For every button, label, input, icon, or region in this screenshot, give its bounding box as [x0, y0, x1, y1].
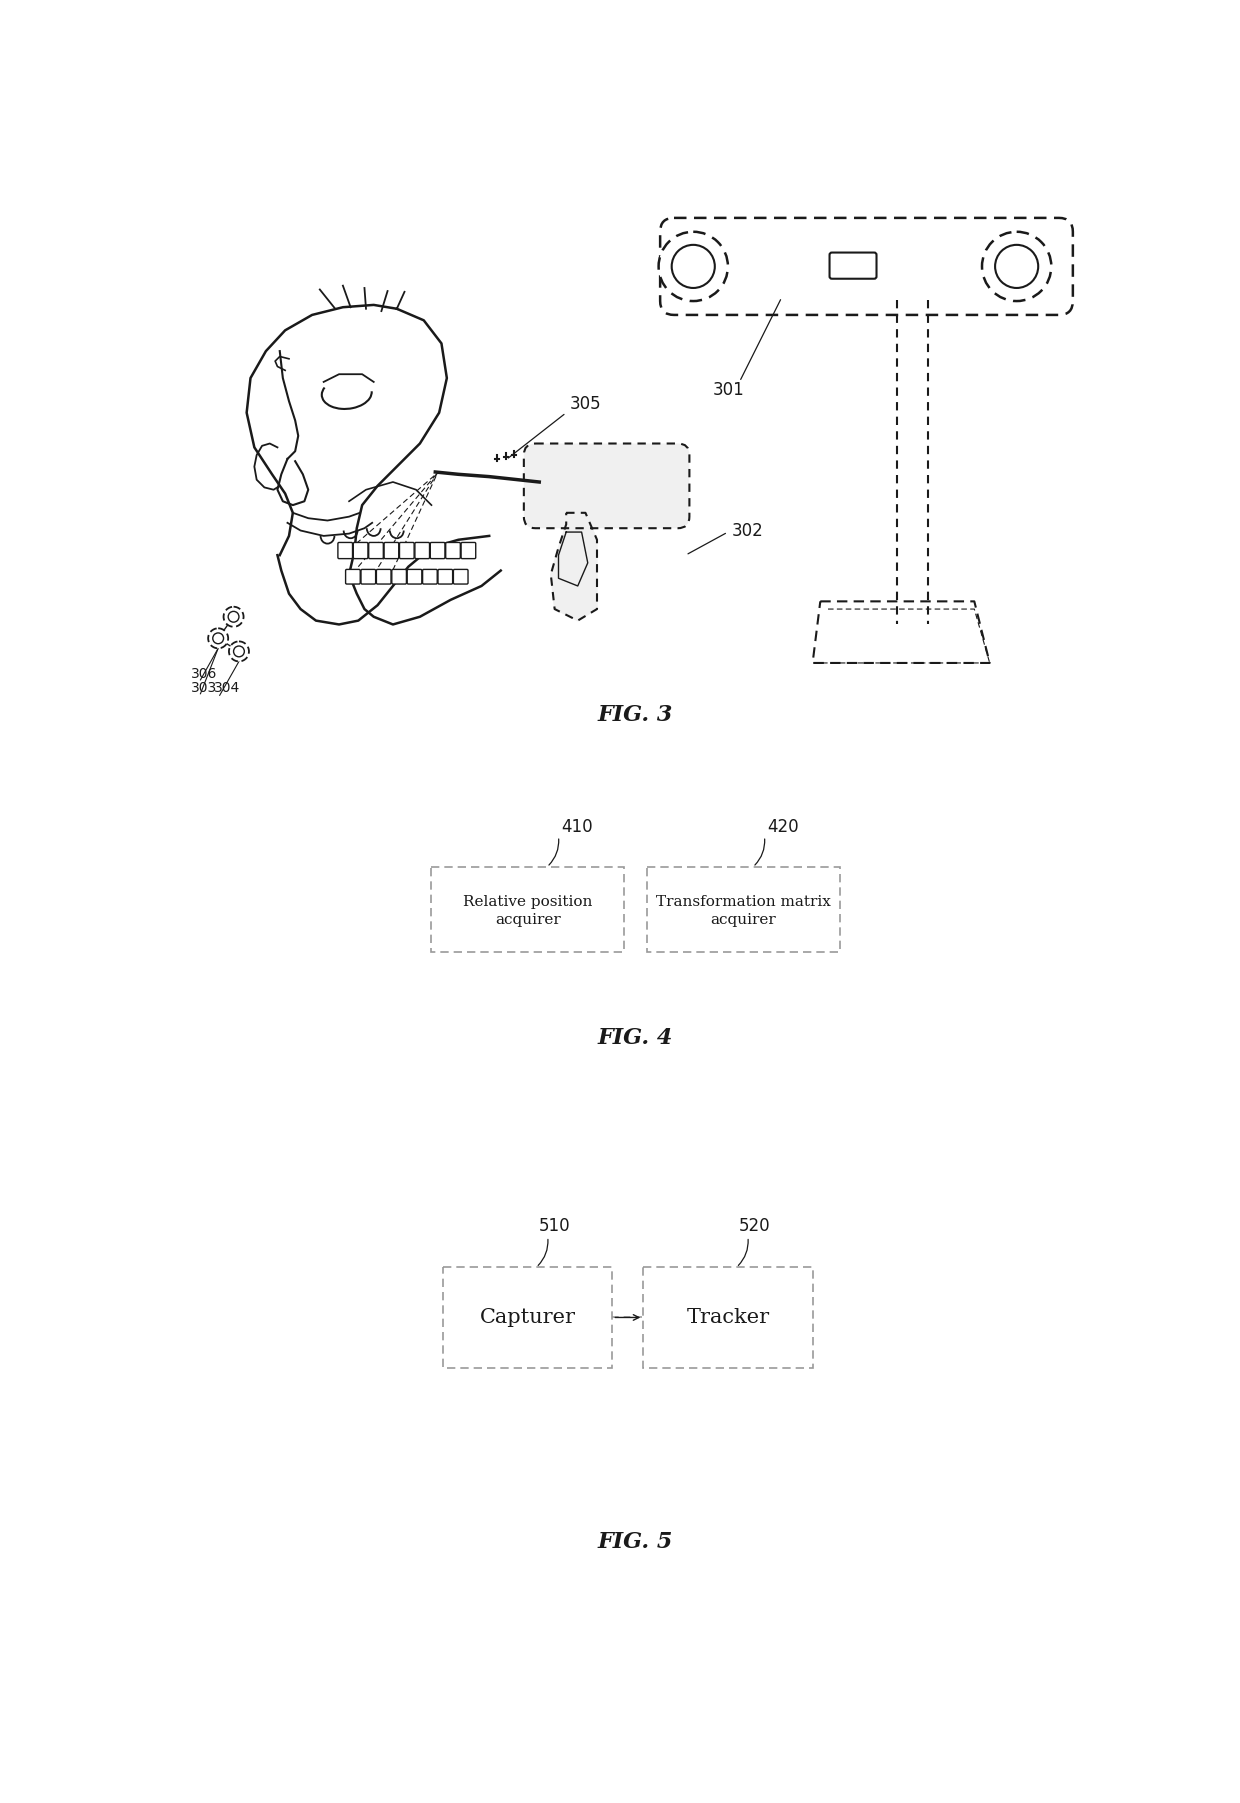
- Circle shape: [213, 633, 223, 644]
- FancyBboxPatch shape: [392, 570, 407, 584]
- FancyBboxPatch shape: [368, 543, 383, 559]
- Text: acquirer: acquirer: [495, 912, 560, 927]
- Text: Tracker: Tracker: [686, 1307, 770, 1327]
- Text: FIG. 4: FIG. 4: [598, 1028, 673, 1049]
- FancyBboxPatch shape: [384, 543, 399, 559]
- FancyBboxPatch shape: [523, 444, 689, 528]
- FancyBboxPatch shape: [407, 570, 422, 584]
- Text: 410: 410: [560, 819, 593, 837]
- Text: 302: 302: [732, 521, 764, 539]
- FancyBboxPatch shape: [830, 252, 877, 279]
- Circle shape: [233, 645, 244, 656]
- FancyBboxPatch shape: [337, 543, 352, 559]
- FancyBboxPatch shape: [445, 543, 460, 559]
- FancyBboxPatch shape: [423, 570, 438, 584]
- FancyBboxPatch shape: [461, 543, 476, 559]
- Text: 420: 420: [766, 819, 799, 837]
- FancyBboxPatch shape: [454, 570, 467, 584]
- Text: FIG. 5: FIG. 5: [598, 1531, 673, 1554]
- FancyBboxPatch shape: [644, 1268, 812, 1367]
- Text: Transformation matrix: Transformation matrix: [656, 894, 831, 909]
- Text: FIG. 3: FIG. 3: [598, 703, 673, 727]
- Circle shape: [229, 642, 249, 662]
- Text: 303: 303: [191, 682, 217, 696]
- Text: 510: 510: [538, 1217, 570, 1235]
- FancyBboxPatch shape: [346, 570, 361, 584]
- FancyBboxPatch shape: [647, 867, 839, 952]
- Circle shape: [658, 233, 728, 301]
- Text: acquirer: acquirer: [711, 912, 776, 927]
- Text: 305: 305: [570, 395, 601, 413]
- Text: Capturer: Capturer: [480, 1307, 575, 1327]
- FancyBboxPatch shape: [353, 543, 368, 559]
- FancyBboxPatch shape: [361, 570, 376, 584]
- FancyBboxPatch shape: [438, 570, 453, 584]
- Circle shape: [994, 245, 1038, 288]
- FancyBboxPatch shape: [443, 1268, 613, 1367]
- Circle shape: [223, 608, 243, 627]
- Text: Relative position: Relative position: [463, 894, 593, 909]
- FancyBboxPatch shape: [415, 543, 429, 559]
- FancyBboxPatch shape: [377, 570, 391, 584]
- FancyBboxPatch shape: [660, 218, 1073, 316]
- Text: 301: 301: [713, 380, 744, 398]
- Circle shape: [982, 233, 1052, 301]
- FancyBboxPatch shape: [432, 867, 624, 952]
- Circle shape: [208, 627, 228, 649]
- FancyBboxPatch shape: [399, 543, 414, 559]
- Circle shape: [672, 245, 714, 288]
- Circle shape: [228, 611, 239, 622]
- Text: 306: 306: [191, 667, 217, 682]
- Polygon shape: [551, 512, 596, 620]
- Text: 304: 304: [213, 682, 239, 696]
- Text: 520: 520: [739, 1217, 770, 1235]
- FancyBboxPatch shape: [430, 543, 445, 559]
